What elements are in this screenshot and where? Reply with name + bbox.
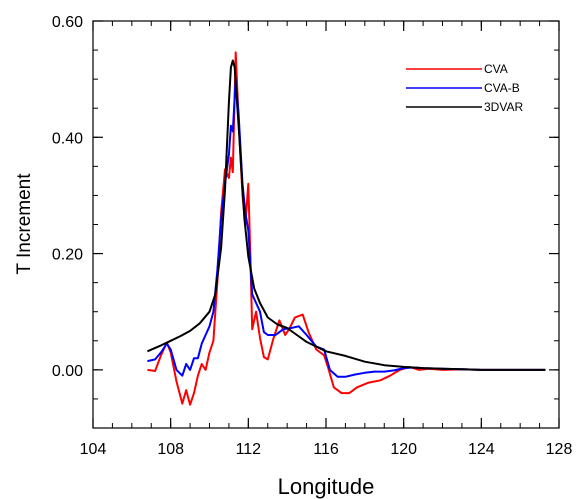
legend: CVA CVA-B 3DVAR bbox=[406, 62, 523, 114]
y-tick-label: 0.60 bbox=[52, 14, 83, 31]
series-line-cva bbox=[147, 51, 546, 406]
x-tick-label: 124 bbox=[468, 441, 495, 458]
x-tick-label: 104 bbox=[80, 441, 107, 458]
x-tick-label: 128 bbox=[546, 441, 573, 458]
x-tick-label: 120 bbox=[390, 441, 417, 458]
y-tick-label: 0.40 bbox=[52, 130, 83, 147]
x-tick-label: 112 bbox=[236, 441, 262, 458]
series-lines bbox=[147, 51, 546, 406]
x-axis-title: Longitude bbox=[278, 474, 375, 499]
series-line-cva-b bbox=[147, 78, 546, 378]
x-tick-label: 108 bbox=[157, 441, 184, 458]
major-ticks bbox=[92, 20, 560, 428]
series-line-3dvar bbox=[147, 59, 546, 371]
x-tick-labels: 104 108 112 116 120 124 128 bbox=[80, 441, 573, 458]
y-tick-labels: 0.00 0.20 0.40 0.60 bbox=[52, 14, 83, 380]
y-axis-title: T Increment bbox=[14, 173, 35, 275]
x-tick-label: 116 bbox=[313, 441, 339, 458]
legend-label-cva: CVA bbox=[484, 62, 508, 76]
y-tick-label: 0.20 bbox=[52, 247, 83, 264]
legend-label-cva-b: CVA-B bbox=[484, 81, 520, 95]
legend-label-3dvar: 3DVAR bbox=[484, 100, 523, 114]
y-tick-label: 0.00 bbox=[52, 363, 83, 380]
